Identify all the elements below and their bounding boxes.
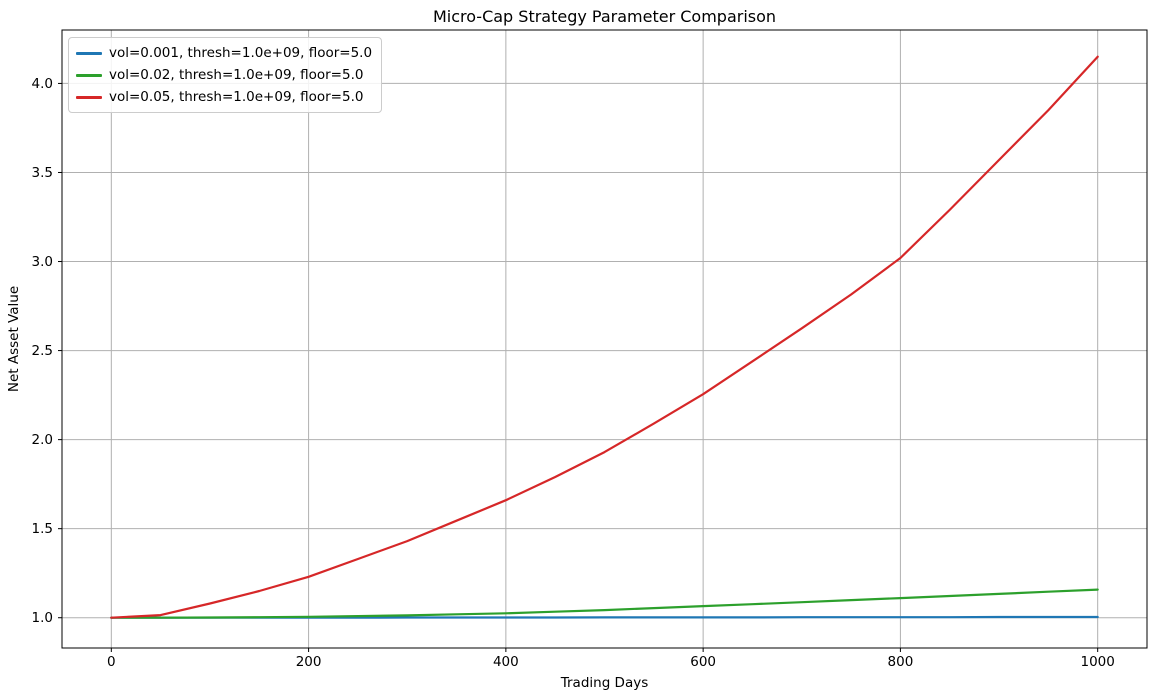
x-tick-label: 200 [296, 654, 322, 670]
axes-frame [61, 29, 1148, 649]
series-line-2 [110, 55, 1099, 619]
series-lines [110, 55, 1099, 619]
y-axis-label: Net Asset Value [6, 286, 22, 392]
legend-item: vol=0.05, thresh=1.0e+09, floor=5.0 [76, 87, 372, 107]
axis-ticks: 0 200 400 600 800 1000 1.0 1.5 2.0 2.5 3.0 3.5 4.0 [32, 76, 1115, 670]
legend-line-swatch [76, 95, 102, 99]
legend-line-swatch [76, 51, 102, 55]
y-tick-label: 4.0 [32, 76, 53, 92]
y-tick-label: 1.5 [32, 521, 53, 537]
legend-item: vol=0.001, thresh=1.0e+09, floor=5.0 [76, 43, 372, 63]
legend-item: vol=0.02, thresh=1.0e+09, floor=5.0 [76, 65, 372, 85]
legend-label: vol=0.02, thresh=1.0e+09, floor=5.0 [109, 67, 364, 83]
x-axis-label: Trading Days [560, 675, 649, 691]
legend: vol=0.001, thresh=1.0e+09, floor=5.0 vol=… [68, 37, 383, 113]
legend-line-swatch [76, 73, 102, 77]
legend-label: vol=0.001, thresh=1.0e+09, floor=5.0 [109, 45, 373, 61]
x-tick-label: 600 [690, 654, 716, 670]
x-tick-label: 0 [107, 654, 116, 670]
y-tick-label: 2.0 [32, 432, 53, 448]
grid-lines [62, 30, 1147, 648]
y-tick-label: 2.5 [32, 343, 53, 359]
x-tick-label: 800 [888, 654, 914, 670]
chart-title: Micro-Cap Strategy Parameter Comparison [433, 7, 776, 26]
y-tick-label: 3.5 [32, 165, 53, 181]
legend-label: vol=0.05, thresh=1.0e+09, floor=5.0 [109, 89, 364, 105]
x-tick-label: 400 [493, 654, 519, 670]
y-tick-label: 1.0 [32, 610, 53, 626]
series-line-1 [110, 588, 1099, 619]
y-tick-label: 3.0 [32, 254, 53, 270]
x-tick-label: 1000 [1081, 654, 1115, 670]
